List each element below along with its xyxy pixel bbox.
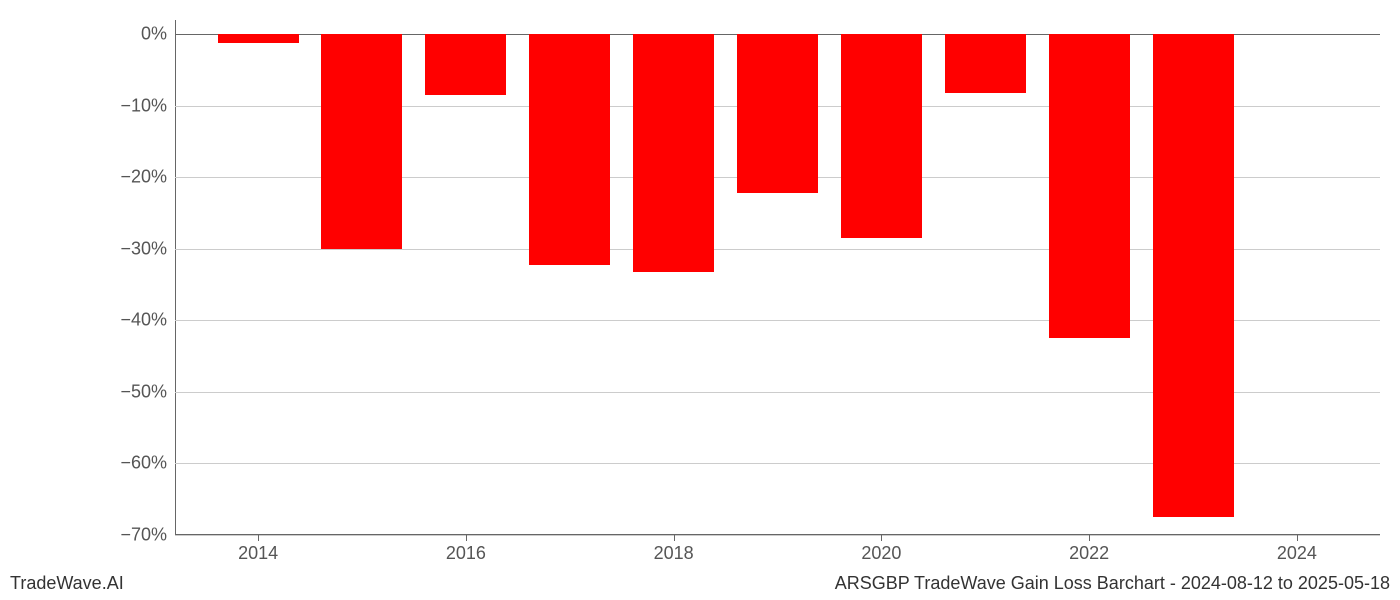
bar xyxy=(945,34,1026,93)
bar xyxy=(737,34,818,193)
y-tick-label: 0% xyxy=(141,24,175,45)
gridline xyxy=(175,535,1380,536)
bar xyxy=(633,34,714,272)
x-tick-label: 2024 xyxy=(1277,535,1317,564)
y-tick-label: −10% xyxy=(120,95,175,116)
chart-container: 0% −10% −20% −30% −40% −50% −60% −70% 2014 2016 20… xyxy=(0,0,1400,600)
bar xyxy=(1153,34,1234,517)
bar xyxy=(529,34,610,264)
x-tick-label: 2014 xyxy=(238,535,278,564)
bar xyxy=(321,34,402,249)
footer-caption: ARSGBP TradeWave Gain Loss Barchart - 20… xyxy=(835,573,1390,594)
bar xyxy=(425,34,506,95)
x-tick-label: 2020 xyxy=(861,535,901,564)
x-tick-label: 2016 xyxy=(446,535,486,564)
x-tick-label: 2018 xyxy=(654,535,694,564)
y-axis-spine xyxy=(175,20,176,535)
bar xyxy=(218,34,299,43)
bar xyxy=(1049,34,1130,338)
y-tick-label: −20% xyxy=(120,167,175,188)
x-tick-label: 2022 xyxy=(1069,535,1109,564)
y-tick-label: −30% xyxy=(120,238,175,259)
y-tick-label: −70% xyxy=(120,525,175,546)
y-tick-label: −50% xyxy=(120,381,175,402)
footer-brand: TradeWave.AI xyxy=(10,573,124,594)
y-tick-label: −40% xyxy=(120,310,175,331)
y-tick-label: −60% xyxy=(120,453,175,474)
plot-area: 0%−10%−20%−30%−40%−50%−60%−70%2014201620… xyxy=(175,20,1380,535)
bar xyxy=(841,34,922,238)
